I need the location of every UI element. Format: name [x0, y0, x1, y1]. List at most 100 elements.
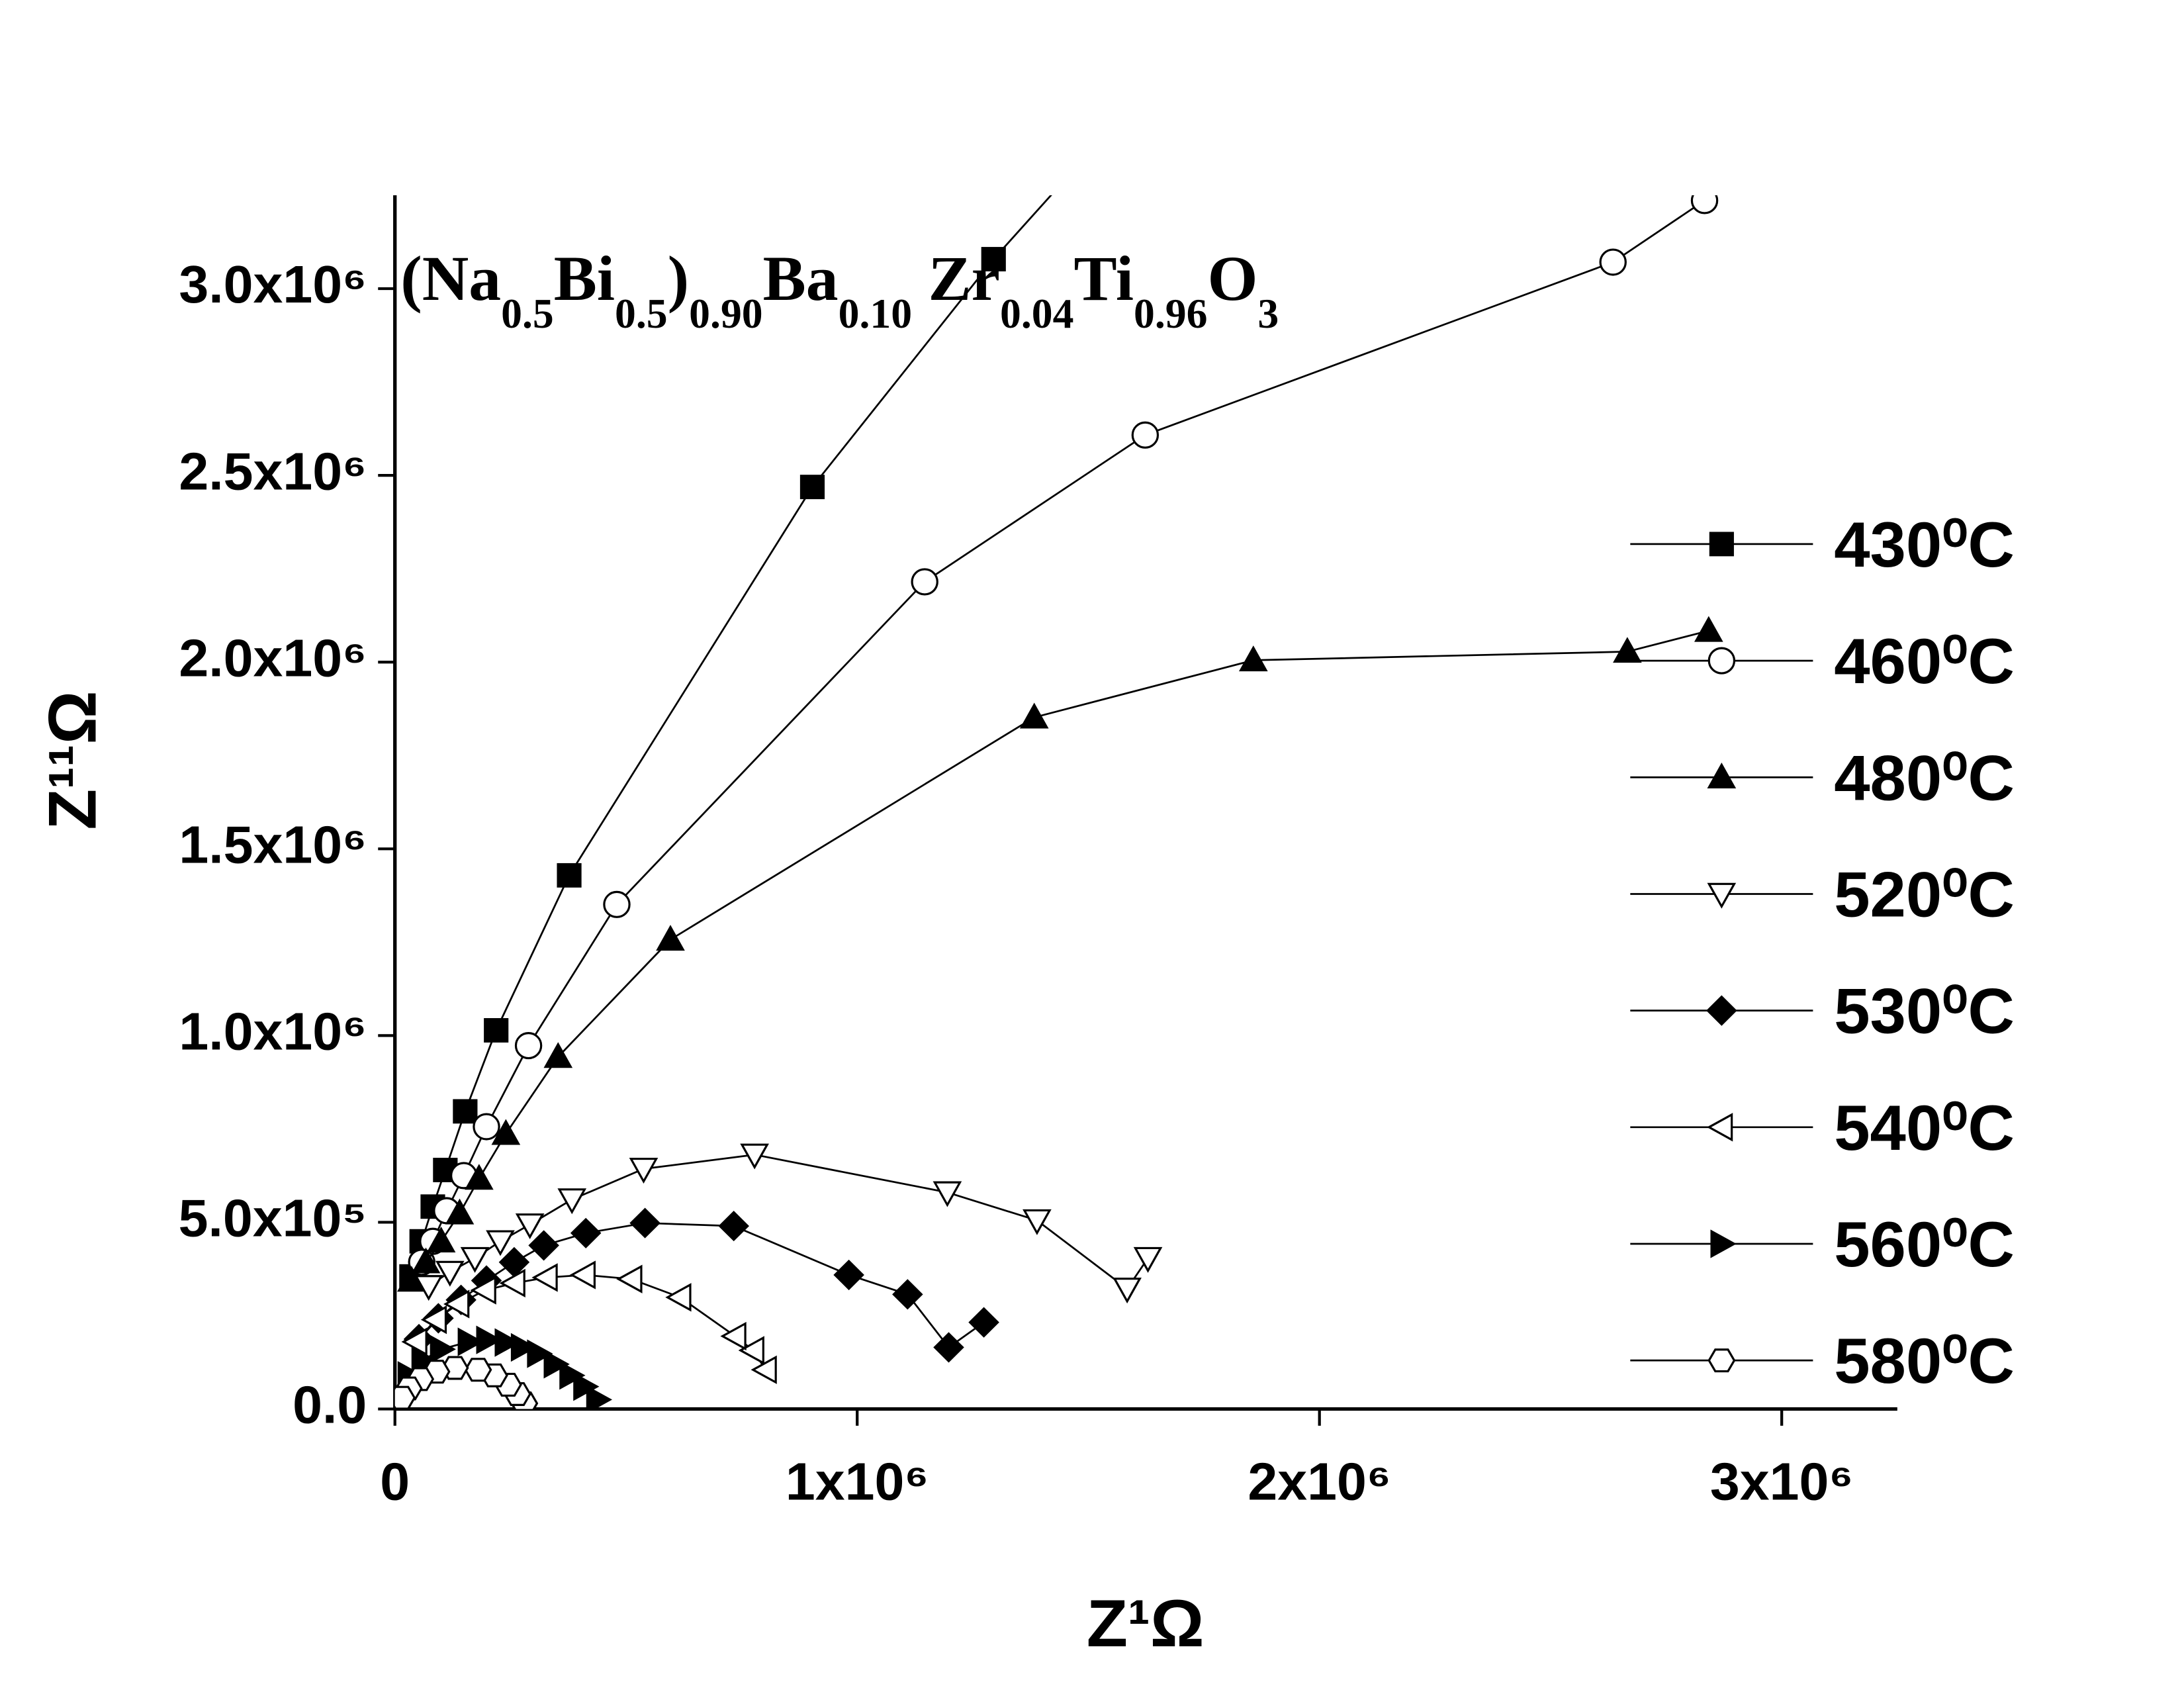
marker	[892, 1279, 923, 1310]
marker	[411, 1346, 438, 1375]
marker	[629, 1158, 659, 1184]
marker	[1694, 616, 1723, 642]
marker	[443, 1289, 470, 1319]
legend-label: 540⁰C	[1834, 1092, 2015, 1164]
marker	[457, 1327, 484, 1356]
marker	[499, 1268, 525, 1298]
marker	[1131, 421, 1160, 449]
title-text: )	[668, 243, 690, 314]
marker	[665, 1283, 692, 1312]
legend-label: 460⁰C	[1834, 625, 2015, 697]
title-text: Bi	[554, 243, 615, 314]
marker	[1019, 702, 1049, 729]
marker	[569, 1260, 596, 1289]
marker	[933, 1181, 962, 1207]
legend-marker	[1707, 763, 1737, 789]
marker	[586, 1385, 613, 1409]
x-tick-label: 1x10⁶	[786, 1452, 929, 1512]
marker	[603, 890, 631, 918]
marker	[968, 1307, 999, 1338]
title-subscript: 0.10	[839, 290, 912, 337]
marker	[738, 1336, 764, 1365]
marker	[470, 1276, 496, 1305]
marker	[465, 1164, 494, 1190]
marker	[394, 1385, 416, 1409]
marker	[453, 1099, 478, 1124]
x-axis-label: Z¹Ω	[1087, 1585, 1205, 1661]
marker	[515, 1213, 545, 1240]
legend-label: 530⁰C	[1834, 975, 2015, 1047]
marker	[473, 1113, 500, 1141]
x-tick-label: 3x10⁶	[1710, 1452, 1854, 1512]
x-tick-label: 0	[380, 1452, 410, 1512]
title-subscript: 0.5	[501, 290, 554, 337]
marker	[411, 1247, 441, 1274]
marker	[1133, 1246, 1163, 1273]
marker	[1023, 1209, 1052, 1235]
legend-label: 520⁰C	[1834, 859, 2015, 931]
title-text: Ba	[763, 243, 839, 314]
y-tick-label: 5.0x10⁵	[179, 1189, 367, 1248]
marker	[911, 568, 938, 596]
series-line	[410, 630, 1709, 1282]
series-line	[410, 195, 1052, 1277]
marker	[464, 1358, 492, 1382]
marker	[426, 1226, 456, 1252]
y-tick-label: 2.5x10⁶	[179, 442, 367, 502]
series-line	[421, 199, 1706, 1263]
y-tick-label: 3.0x10⁶	[179, 256, 367, 315]
marker	[1690, 195, 1719, 214]
title-subscript: 0.04	[1000, 290, 1073, 337]
legend-marker	[1707, 647, 1736, 675]
marker	[430, 1335, 456, 1364]
marker	[543, 1350, 570, 1379]
marker	[1064, 158, 1086, 181]
title-subscript: 3	[1257, 290, 1279, 337]
marker	[420, 1305, 447, 1335]
marker	[559, 1361, 586, 1390]
marker	[616, 1264, 643, 1293]
title-text: (Na	[400, 243, 501, 314]
title-subscript: 0.96	[1134, 290, 1207, 337]
marker	[460, 1246, 490, 1273]
series-line	[415, 1274, 767, 1371]
marker	[491, 1119, 521, 1145]
legend-label: 580⁰C	[1834, 1325, 2015, 1397]
marker	[933, 1332, 964, 1363]
marker	[514, 1032, 543, 1060]
title-text: O	[1207, 243, 1257, 314]
legend-label: 480⁰C	[1834, 742, 2015, 814]
marker	[528, 1230, 559, 1261]
title-subscript: 0.90	[689, 290, 762, 337]
y-tick-label: 1.5x10⁶	[179, 816, 367, 875]
marker	[720, 1321, 747, 1351]
legend-label: 430⁰C	[1834, 508, 2015, 581]
marker	[718, 1210, 749, 1242]
marker	[629, 1207, 660, 1239]
marker	[445, 1198, 475, 1225]
marker	[486, 1230, 515, 1256]
marker	[799, 475, 825, 500]
marker	[543, 1042, 573, 1068]
legend-marker	[1709, 532, 1734, 557]
marker	[1613, 637, 1642, 663]
marker	[557, 1188, 587, 1215]
y-axis-label: Z¹¹Ω	[34, 690, 110, 829]
legend-marker	[1707, 1348, 1736, 1373]
marker	[435, 1260, 465, 1287]
marker	[531, 1263, 558, 1292]
marker	[570, 1217, 602, 1248]
marker	[833, 1259, 864, 1291]
y-tick-label: 1.0x10⁶	[179, 1002, 367, 1062]
marker	[1238, 645, 1268, 672]
marker	[1599, 248, 1627, 276]
marker	[656, 925, 685, 951]
y-tick-label: 2.0x10⁶	[179, 629, 367, 688]
marker	[484, 1018, 509, 1043]
legend-marker	[1706, 995, 1737, 1026]
marker	[740, 1143, 769, 1170]
title-subscript: 0.5	[615, 290, 668, 337]
marker	[414, 1275, 443, 1301]
marker	[557, 863, 582, 888]
